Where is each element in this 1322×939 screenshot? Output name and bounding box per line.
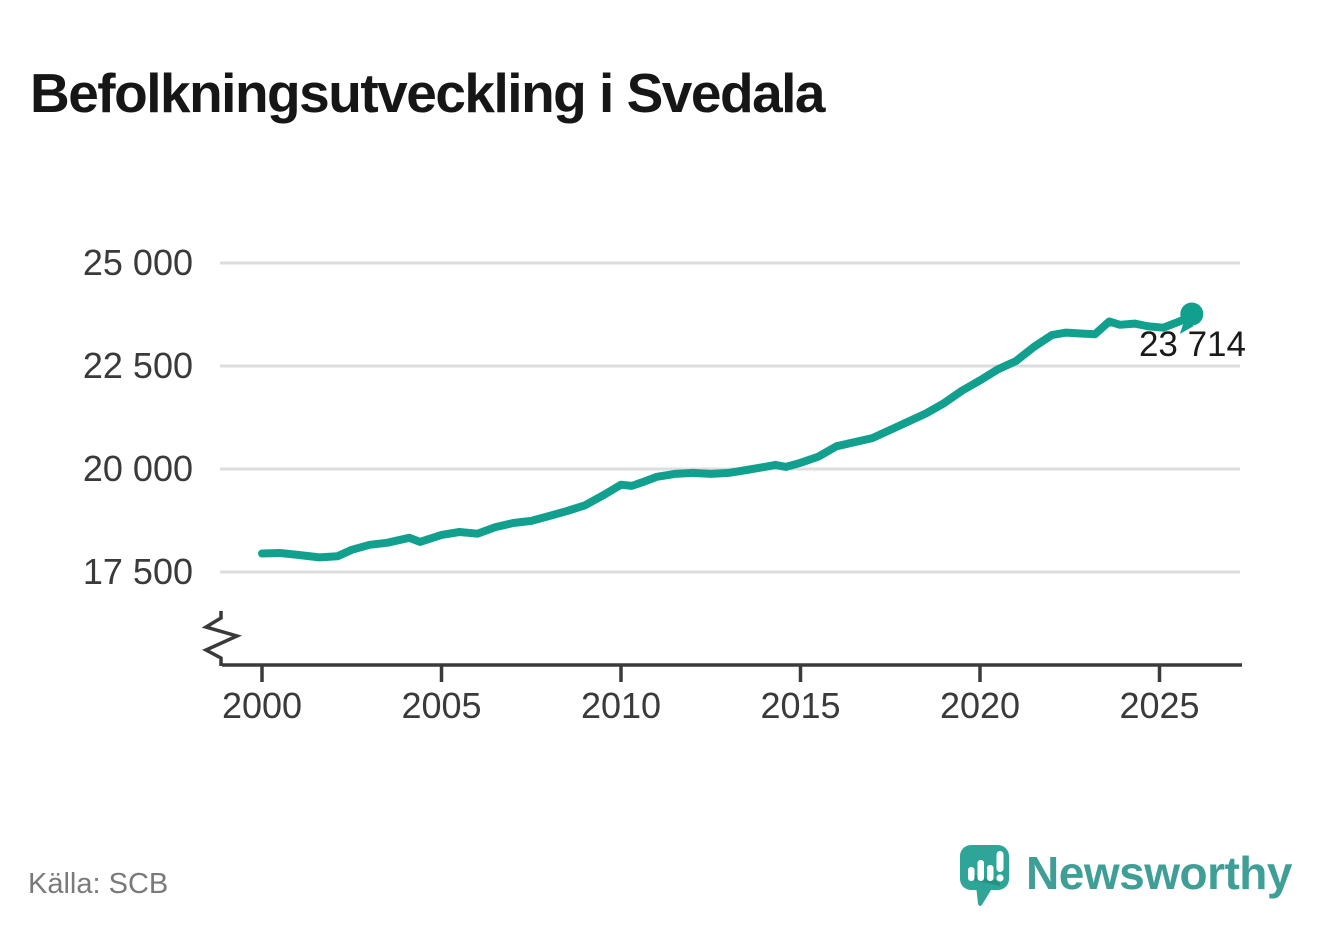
brand-logo: Newsworthy: [959, 843, 1292, 909]
x-axis-label-2025: 2025: [1119, 685, 1199, 726]
brand-name: Newsworthy: [1026, 847, 1292, 899]
exclamation-bar: [996, 851, 1004, 872]
x-axis-label-2000: 2000: [222, 685, 302, 726]
exclamation-dot: [996, 874, 1004, 882]
x-axis-label-2015: 2015: [760, 685, 840, 726]
bar-chart-bar-small: [968, 867, 975, 881]
x-axis-label-2005: 2005: [401, 685, 481, 726]
y-axis-label-22500: 22 500: [83, 345, 193, 386]
newsworthy-icon: [960, 845, 1010, 906]
y-axis-label-20000: 20 000: [83, 448, 193, 489]
last-value-label: 23 714: [1139, 325, 1246, 364]
axis-break-icon: [201, 611, 243, 666]
x-axis-label-2010: 2010: [581, 685, 661, 726]
population-line: [258, 312, 1196, 562]
end-marker-dot: [1180, 302, 1204, 326]
y-axis-label-17500: 17 500: [83, 551, 193, 592]
source-label: Källa: SCB: [28, 868, 169, 900]
bar-chart-bar-medium: [987, 865, 994, 881]
y-axis-label-25000: 25 000: [83, 242, 193, 283]
x-axis-label-2020: 2020: [940, 685, 1020, 726]
chart-title: Befolkningsutveckling i Svedala: [30, 61, 826, 124]
icon-shadow: [968, 874, 1001, 886]
bar-chart-bar-tall: [977, 860, 985, 881]
